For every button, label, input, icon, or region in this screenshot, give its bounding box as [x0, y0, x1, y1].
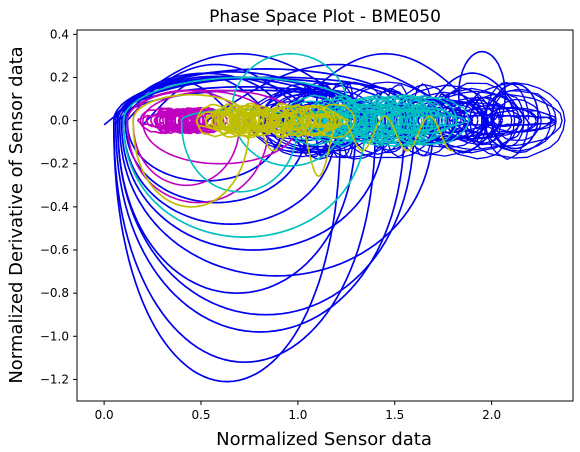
x-tick-label: 1.0 [288, 408, 307, 422]
x-tick-label: 0.0 [95, 408, 114, 422]
chart-title: Phase Space Plot - BME050 [209, 7, 441, 27]
y-axis-label: Normalized Derivative of Sensor data [6, 46, 27, 383]
x-tick-label: 2.0 [482, 408, 501, 422]
x-axis-ticks: 0.0 0.5 1.0 1.5 2.0 [95, 401, 501, 422]
magenta-cluster-loop [164, 109, 201, 133]
cyan-cluster-loop [369, 96, 434, 146]
blue-lobe [490, 83, 539, 150]
y-tick-label: −0.4 [40, 200, 69, 214]
blue-cluster-loop [282, 94, 335, 147]
blue-upper-arc [142, 76, 280, 126]
y-tick-label: 0.2 [50, 70, 69, 84]
olive-cluster-loop [217, 105, 268, 137]
cyan-cluster-loop [325, 105, 404, 136]
olive-cluster-loop [226, 107, 272, 134]
series-layer [103, 50, 566, 383]
y-axis-ticks: 0.4 0.2 0.0 −0.2 −0.4 −0.6 −0.8 −1.0 −1.2 [40, 27, 77, 386]
olive-cluster-loop [299, 114, 334, 128]
x-tick-label: 0.5 [191, 408, 210, 422]
cyan-cluster-loop [317, 98, 399, 143]
cyan-cluster-loop [396, 114, 466, 128]
y-tick-label: −0.8 [40, 286, 69, 300]
cyan-loop [122, 76, 367, 238]
blue-upper-arc [413, 72, 532, 126]
olive-cluster-loop [314, 103, 356, 139]
olive-loop [132, 93, 251, 208]
cyan-cluster-loop [406, 110, 444, 131]
olive-trail [239, 115, 453, 177]
olive-cluster-loop [271, 114, 304, 127]
blue-cluster-loop [264, 92, 372, 148]
cyan-cluster-loop [306, 113, 369, 127]
y-tick-label: 0.4 [50, 27, 69, 41]
blue-cluster-loop [483, 88, 552, 154]
olive-cluster-loop [315, 113, 337, 128]
cyan-cluster-loop [372, 104, 402, 137]
cyan-cluster-loop [412, 100, 447, 141]
blue-cluster-loop [444, 108, 462, 132]
plot-frame [76, 29, 574, 402]
olive-cluster-loop [233, 114, 255, 128]
y-tick-label: 0.0 [50, 114, 69, 128]
blue-cluster-loop [482, 90, 557, 152]
olive-cluster-loop [231, 109, 261, 132]
cyan-cluster-loop [409, 100, 441, 143]
cyan-cluster-loop [337, 97, 403, 144]
y-tick-label: −0.2 [40, 157, 69, 171]
blue-lobe [457, 50, 506, 139]
cyan-cluster-loop [398, 108, 415, 133]
magenta-cluster-loop [153, 110, 184, 130]
cyan-cluster-loop [323, 95, 361, 148]
plot-area [103, 50, 566, 383]
blue-cluster-loop [395, 84, 495, 157]
y-tick-label: −0.6 [40, 243, 69, 257]
blue-cluster-loop [384, 84, 412, 158]
blue-cluster-loop [317, 81, 391, 160]
blue-cluster-loop [485, 82, 530, 160]
x-axis-label: Normalized Sensor data [216, 429, 432, 450]
blue-upper-arc [200, 63, 473, 126]
cyan-cluster-loop [394, 96, 470, 145]
olive-cluster-loop [319, 111, 343, 131]
blue-cluster-loop [352, 110, 474, 130]
blue-cluster-loop [493, 98, 542, 142]
olive-cluster-loop [219, 107, 247, 134]
olive-cluster-loop [275, 111, 296, 130]
x-tick-label: 1.5 [385, 408, 404, 422]
y-tick-label: −1.2 [40, 372, 69, 386]
y-tick-label: −1.0 [40, 329, 69, 343]
magenta-cluster-loop [150, 109, 192, 132]
